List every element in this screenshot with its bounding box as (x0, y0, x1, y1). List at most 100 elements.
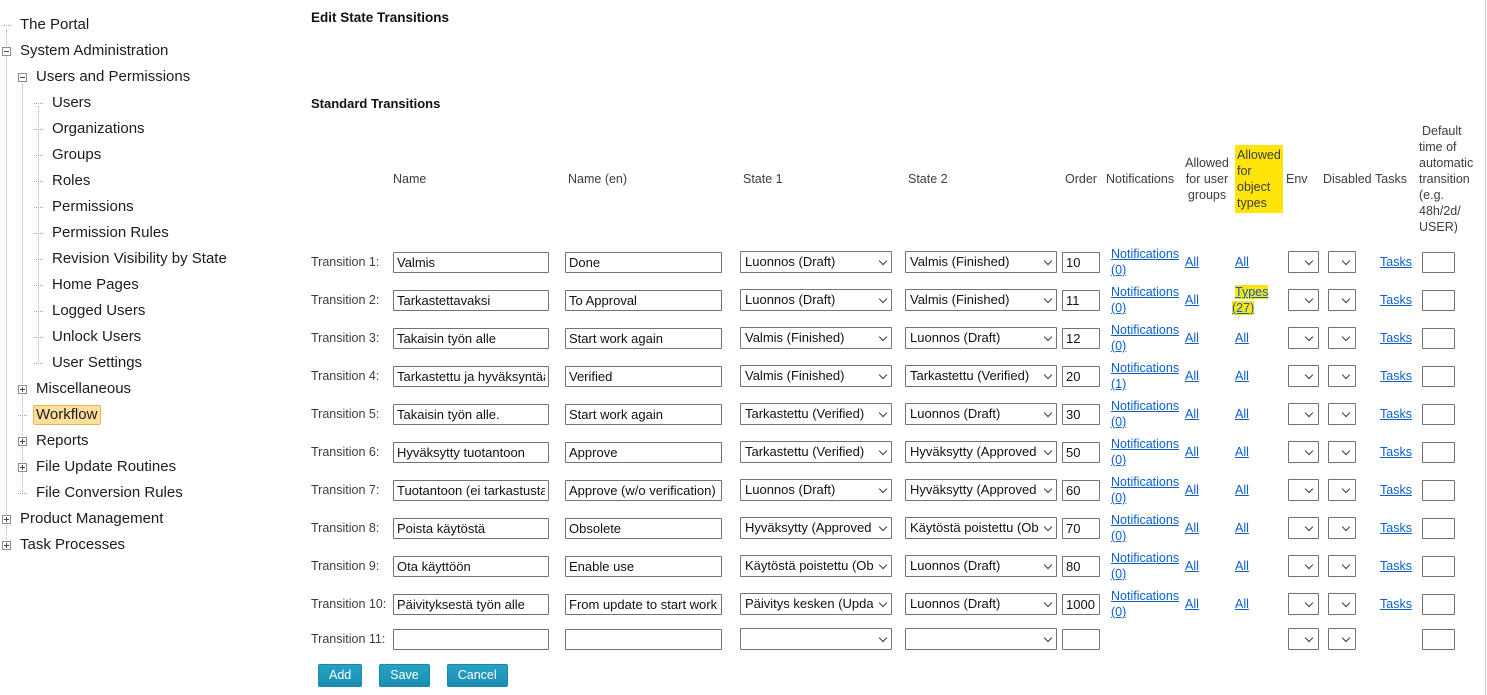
disabled-select[interactable] (1328, 593, 1356, 615)
sidebar-item-label[interactable]: Workflow (33, 405, 102, 425)
default-time-input[interactable] (1422, 365, 1455, 387)
order-input[interactable] (1062, 441, 1100, 463)
sidebar-item-user-settings[interactable]: User Settings (0, 350, 305, 376)
sidebar-item-groups[interactable]: Groups (0, 142, 305, 168)
expand-toggle-icon[interactable] (2, 540, 11, 550)
sidebar-item-users[interactable]: Users (0, 90, 305, 116)
state1-select[interactable]: Hyväksytty (Approved (740, 517, 892, 539)
object-types-link[interactable]: All (1235, 255, 1249, 269)
cancel-button[interactable]: Cancel (446, 664, 508, 687)
object-types-link[interactable]: All (1235, 369, 1249, 383)
disabled-select[interactable] (1328, 251, 1356, 273)
user-groups-link[interactable]: All (1185, 369, 1199, 383)
disabled-select[interactable] (1328, 327, 1356, 349)
state2-select[interactable]: Valmis (Finished) (905, 251, 1057, 273)
sidebar-item-home-pages[interactable]: Home Pages (0, 272, 305, 298)
env-select[interactable] (1288, 403, 1319, 425)
object-types-link[interactable]: All (1235, 445, 1249, 459)
transition-name-input[interactable] (393, 403, 549, 425)
default-time-input[interactable] (1422, 289, 1455, 311)
notifications-link[interactable]: Notifications (0) (1111, 323, 1180, 353)
env-select[interactable] (1288, 251, 1319, 273)
user-groups-link[interactable]: All (1185, 483, 1199, 497)
tasks-link[interactable]: Tasks (1380, 255, 1412, 269)
sidebar-item-label[interactable]: Permission Rules (52, 224, 169, 241)
default-time-input[interactable] (1422, 441, 1455, 463)
order-input[interactable] (1062, 517, 1100, 539)
transition-name-input[interactable] (393, 517, 549, 539)
transition-name-en-input[interactable] (565, 251, 722, 273)
sidebar-item-label[interactable]: Users (52, 94, 92, 111)
tasks-link[interactable]: Tasks (1380, 331, 1412, 345)
order-input[interactable] (1062, 479, 1100, 501)
order-input[interactable] (1062, 251, 1100, 273)
transition-name-en-input[interactable] (565, 289, 722, 311)
sidebar-item-reports[interactable]: Reports (0, 428, 305, 454)
state2-select[interactable]: Käytöstä poistettu (Ob (905, 517, 1057, 539)
sidebar-item-product-management[interactable]: Product Management (0, 506, 305, 532)
state1-select[interactable] (740, 628, 892, 650)
state1-select[interactable]: Luonnos (Draft) (740, 479, 892, 501)
disabled-select[interactable] (1328, 479, 1356, 501)
sidebar-item-label[interactable]: File Update Routines (36, 458, 177, 475)
notifications-link[interactable]: Notifications (0) (1111, 399, 1180, 429)
env-select[interactable] (1288, 555, 1319, 577)
sidebar-item-label[interactable]: Revision Visibility by State (52, 250, 227, 267)
object-types-link[interactable]: All (1235, 331, 1249, 345)
state2-select[interactable]: Luonnos (Draft) (905, 403, 1057, 425)
sidebar-item-label[interactable]: Miscellaneous (36, 380, 132, 397)
sidebar-item-label[interactable]: Permissions (52, 198, 134, 215)
state1-select[interactable]: Luonnos (Draft) (740, 289, 892, 311)
transition-name-input[interactable] (393, 555, 549, 577)
state2-select[interactable]: Hyväksytty (Approved (905, 479, 1057, 501)
default-time-input[interactable] (1422, 403, 1455, 425)
notifications-link[interactable]: Notifications (0) (1111, 475, 1180, 505)
state1-select[interactable]: Päivitys kesken (Updat (740, 593, 892, 615)
state2-select[interactable]: Hyväksytty (Approved (905, 441, 1057, 463)
default-time-input[interactable] (1422, 251, 1455, 273)
transition-name-input[interactable] (393, 251, 549, 273)
sidebar-item-label[interactable]: Home Pages (52, 276, 139, 293)
object-types-link[interactable]: All (1235, 483, 1249, 497)
env-select[interactable] (1288, 479, 1319, 501)
disabled-select[interactable] (1328, 251, 1356, 273)
disabled-select[interactable] (1328, 289, 1356, 311)
default-time-input[interactable] (1422, 593, 1455, 615)
transition-name-en-input[interactable] (565, 403, 722, 425)
env-select[interactable] (1288, 365, 1319, 387)
tasks-link[interactable]: Tasks (1380, 293, 1412, 307)
env-select[interactable] (1288, 517, 1319, 539)
state1-select[interactable] (740, 628, 892, 650)
default-time-input[interactable] (1422, 479, 1455, 501)
default-time-input[interactable] (1422, 327, 1455, 349)
sidebar-item-label[interactable]: Roles (52, 172, 91, 189)
state1-select[interactable]: Käytöstä poistettu (Ob (740, 555, 892, 577)
disabled-select[interactable] (1328, 517, 1356, 539)
expand-toggle-icon[interactable] (18, 462, 27, 472)
sidebar-item-unlock-users[interactable]: Unlock Users (0, 324, 305, 350)
sidebar-item-users-and-permissions[interactable]: Users and Permissions (0, 64, 305, 90)
sidebar-item-organizations[interactable]: Organizations (0, 116, 305, 142)
state1-select[interactable]: Luonnos (Draft) (740, 251, 892, 273)
order-input[interactable] (1062, 365, 1100, 387)
user-groups-link[interactable]: All (1185, 255, 1199, 269)
disabled-select[interactable] (1328, 479, 1356, 501)
tasks-link[interactable]: Tasks (1380, 407, 1412, 421)
transition-name-input[interactable] (393, 365, 549, 387)
env-select[interactable] (1288, 441, 1319, 463)
sidebar-item-miscellaneous[interactable]: Miscellaneous (0, 376, 305, 402)
transition-name-en-input[interactable] (565, 365, 722, 387)
sidebar-item-label[interactable]: Groups (52, 146, 102, 163)
transition-name-en-input[interactable] (565, 555, 722, 577)
env-select[interactable] (1288, 593, 1319, 615)
disabled-select[interactable] (1328, 628, 1356, 650)
disabled-select[interactable] (1328, 555, 1356, 577)
user-groups-link[interactable]: All (1185, 559, 1199, 573)
sidebar-item-the-portal[interactable]: The Portal (0, 12, 305, 38)
tasks-link[interactable]: Tasks (1380, 521, 1412, 535)
transition-name-en-input[interactable] (565, 628, 722, 650)
state2-select[interactable]: Käytöstä poistettu (Ob (905, 517, 1057, 539)
transition-name-en-input[interactable] (565, 479, 722, 501)
state2-select[interactable] (905, 628, 1057, 650)
object-types-link[interactable]: All (1235, 597, 1249, 611)
